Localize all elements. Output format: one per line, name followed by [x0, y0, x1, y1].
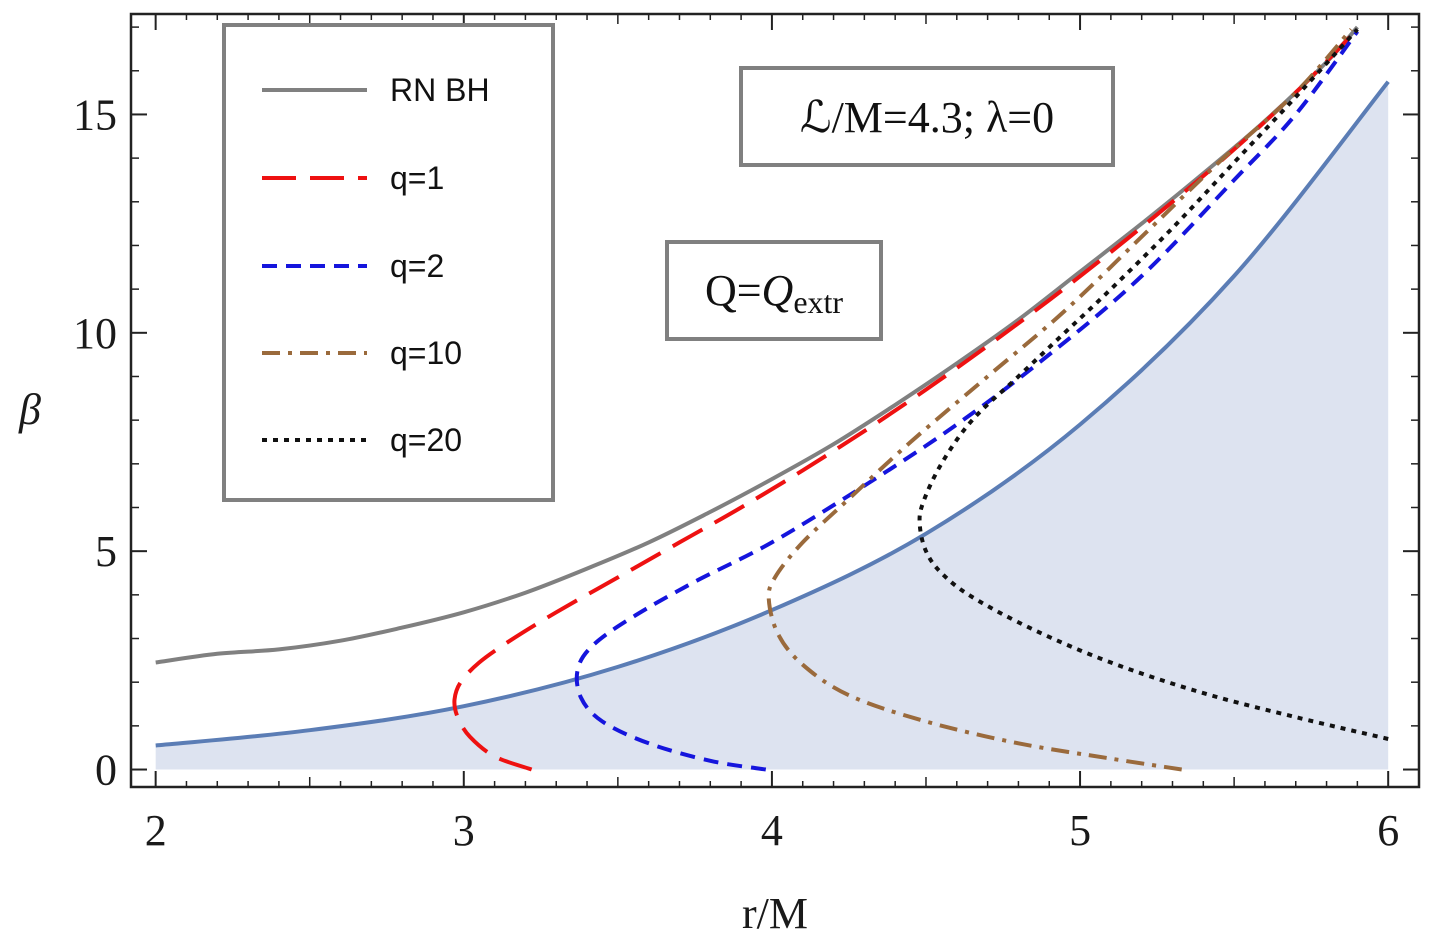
axis-ticks — [131, 14, 1420, 787]
parameter-annotation-text: ℒ/M=4.3; λ=0 — [800, 93, 1054, 142]
x-tick-labels: 2 3 4 5 6 — [145, 806, 1399, 855]
charge-annotation-box — [665, 240, 883, 341]
charge-annotation-symbol: Q — [762, 266, 794, 315]
legend-label-q20: q=20 — [390, 422, 462, 458]
x-tick-label: 2 — [145, 806, 167, 855]
legend: RN BH q=1 q=2 q=10 q=20 — [222, 23, 555, 502]
legend-label-q10: q=10 — [390, 335, 462, 371]
q20-curve — [917, 27, 1389, 741]
q2-curve — [574, 30, 1360, 772]
y-tick-label: 5 — [95, 527, 117, 576]
charge-annotation-subscript: extr — [793, 284, 843, 320]
parameter-annotation: ℒ/M=4.3; λ=0 — [739, 66, 1115, 167]
x-tick-label: 5 — [1069, 806, 1091, 855]
y-axis-title: β — [18, 385, 41, 434]
shaded-region — [155, 81, 1389, 770]
legend-frame — [222, 23, 555, 502]
rn-bh-curve — [155, 25, 1359, 665]
plot-frame — [129, 12, 1421, 789]
q1-curve — [452, 27, 1359, 772]
charge-annotation-text: Q=Qextr — [705, 266, 843, 320]
y-tick-label: 15 — [73, 90, 117, 139]
legend-label-q2: q=2 — [390, 248, 444, 284]
charge-annotation-prefix: Q= — [705, 266, 762, 315]
x-tick-label: 6 — [1377, 806, 1399, 855]
x-tick-label: 4 — [761, 806, 783, 855]
region-boundary-curve — [155, 80, 1390, 748]
legend-label-rn-bh: RN BH — [390, 72, 490, 108]
parameter-annotation-box — [739, 66, 1115, 167]
x-axis-title: r/M — [742, 889, 808, 938]
y-tick-labels: 0 5 10 15 — [73, 90, 117, 794]
y-tick-label: 10 — [73, 309, 117, 358]
y-tick-label: 0 — [95, 746, 117, 795]
charge-annotation: Q=Qextr — [665, 240, 883, 341]
x-tick-label: 3 — [453, 806, 475, 855]
q10-curve — [766, 27, 1353, 772]
legend-label-q1: q=1 — [390, 160, 444, 196]
